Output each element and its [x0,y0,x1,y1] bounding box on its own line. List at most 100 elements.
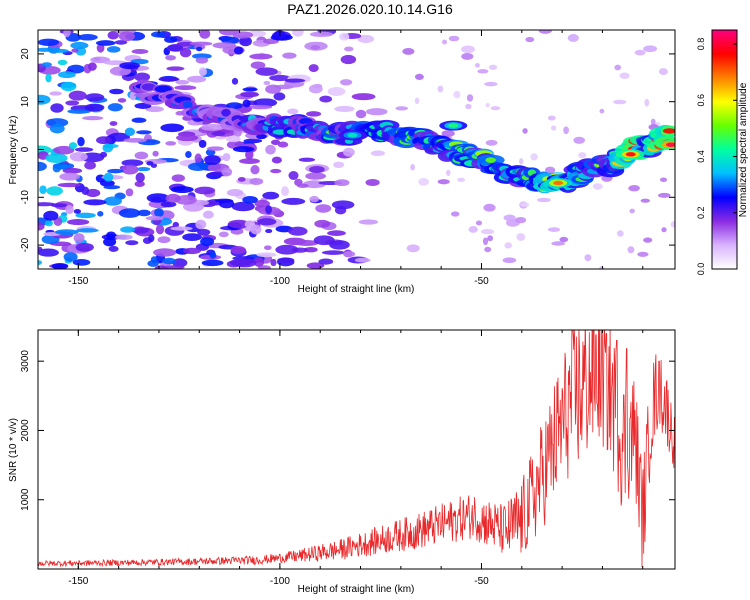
noise-blob [257,218,277,226]
noise-blob [270,258,277,267]
noise-blob [232,31,254,39]
noise-blob [450,211,460,217]
noise-blob [194,186,216,195]
noise-blob [461,52,474,60]
noise-blob [135,172,145,183]
noise-blob [71,48,79,53]
noise-blob [211,131,226,137]
noise-blob [120,226,136,233]
noise-blob [402,47,415,55]
noise-blob [563,126,569,135]
noise-blob [310,45,321,50]
noise-blob [38,222,45,231]
noise-blob [145,106,164,113]
noise-blob [218,231,229,238]
signal-hotspot [553,180,564,186]
noise-blob [222,153,231,162]
noise-blob [60,81,77,92]
noise-blob [592,183,603,190]
noise-blob [49,91,62,96]
noise-blob [670,221,675,228]
noise-blob [58,71,76,79]
signal-blob [182,101,193,109]
x-tick-label: -50 [474,276,489,287]
noise-blob [109,121,118,126]
noise-blob [125,240,139,246]
noise-blob [296,183,309,188]
noise-blob [640,198,651,203]
noise-blob [482,237,489,246]
noise-blob [182,233,202,241]
noise-blob [231,77,239,85]
noise-blob [253,98,278,108]
noise-blob [339,32,350,41]
noise-blob [197,228,211,236]
noise-blob [175,79,190,85]
noise-blob [153,248,177,257]
noise-blob [232,146,255,153]
spectrogram-heatmap [38,30,675,269]
noise-blob [547,227,561,232]
noise-blob [165,193,181,203]
noise-blob [59,172,80,181]
noise-blob [183,247,201,255]
noise-blob [96,136,112,145]
noise-blob [614,64,622,71]
noise-blob [54,229,79,235]
noise-blob [536,197,551,203]
noise-blob [38,260,43,265]
noise-blob [44,220,54,227]
noise-blob [129,91,137,101]
noise-blob [263,245,272,251]
noise-blob [187,75,207,83]
noise-blob [437,179,450,185]
noise-blob [179,47,192,58]
noise-blob [485,103,490,108]
noise-blob [38,38,60,47]
noise-blob [167,44,184,52]
signal-blob [485,157,497,163]
noise-blob [152,150,159,157]
noise-blob [599,108,605,114]
noise-blob [308,64,319,73]
noise-blob [201,124,225,131]
noise-blob [137,209,151,217]
noise-blob [84,93,105,102]
noise-blob [67,108,91,114]
noise-blob [84,103,105,112]
noise-blob [584,254,592,262]
noise-blob [125,188,134,197]
noise-blob [329,240,350,250]
noise-blob [117,98,127,103]
noise-blob [578,152,587,159]
noise-blob [218,198,235,209]
noise-blob [107,103,123,112]
colorbar-tick-label: 0.0 [696,263,706,276]
noise-blob [106,46,121,53]
noise-blob [198,67,207,76]
noise-blob [63,30,71,38]
noise-blob [357,34,375,44]
noise-blob [502,257,517,264]
noise-blob [165,141,177,146]
noise-blob [146,161,154,166]
noise-blob [200,237,215,247]
noise-blob [147,260,159,267]
y-tick-label: 1000 [20,488,31,511]
noise-blob [466,94,474,102]
y-tick-label: 3000 [20,350,31,373]
noise-blob [239,158,260,164]
noise-blob [99,179,115,187]
noise-blob [480,228,495,235]
noise-blob [164,36,178,43]
noise-blob [103,237,117,247]
noise-blob [333,161,345,169]
noise-blob [468,225,478,233]
noise-blob [327,87,346,96]
noise-blob [73,209,82,214]
noise-blob [250,165,260,175]
noise-blob [195,56,209,64]
noise-blob [414,73,424,81]
noise-blob [659,177,668,183]
